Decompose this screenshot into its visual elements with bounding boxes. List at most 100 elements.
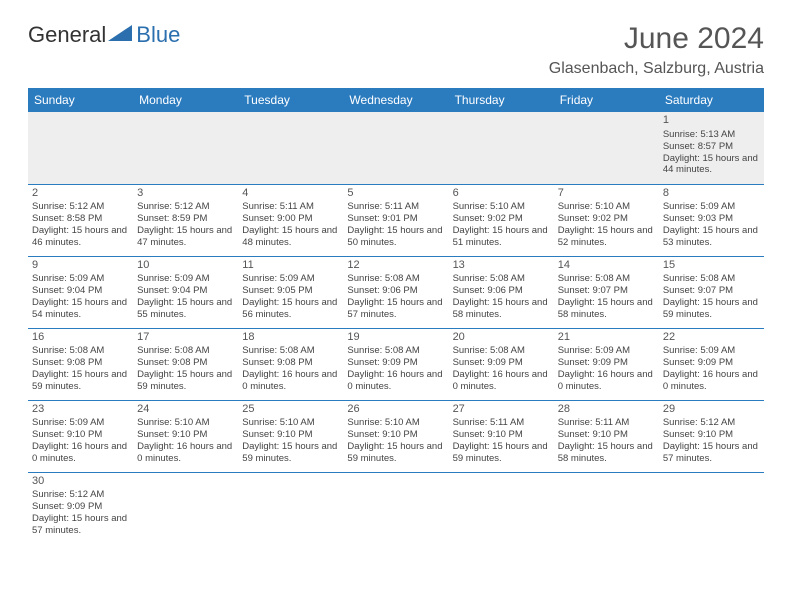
sunset-text: Sunset: 9:10 PM: [558, 429, 655, 441]
daylight-text: Daylight: 15 hours and 59 minutes.: [453, 441, 550, 465]
calendar-day-cell: 3Sunrise: 5:12 AMSunset: 8:59 PMDaylight…: [133, 184, 238, 256]
calendar-day-cell: 22Sunrise: 5:09 AMSunset: 9:09 PMDayligh…: [659, 328, 764, 400]
sunset-text: Sunset: 9:09 PM: [347, 357, 444, 369]
sunrise-text: Sunrise: 5:08 AM: [347, 273, 444, 285]
calendar-day-cell: [133, 112, 238, 184]
daylight-text: Daylight: 16 hours and 0 minutes.: [347, 369, 444, 393]
sunset-text: Sunset: 9:09 PM: [453, 357, 550, 369]
weekday-header: Thursday: [449, 88, 554, 112]
sunrise-text: Sunrise: 5:11 AM: [453, 417, 550, 429]
daylight-text: Daylight: 15 hours and 59 minutes.: [32, 369, 129, 393]
sunset-text: Sunset: 9:00 PM: [242, 213, 339, 225]
daylight-text: Daylight: 15 hours and 48 minutes.: [242, 225, 339, 249]
calendar-day-cell: 2Sunrise: 5:12 AMSunset: 8:58 PMDaylight…: [28, 184, 133, 256]
day-number: 6: [453, 187, 550, 201]
sunrise-text: Sunrise: 5:13 AM: [663, 129, 760, 141]
sunset-text: Sunset: 9:08 PM: [242, 357, 339, 369]
calendar-day-cell: [449, 112, 554, 184]
daylight-text: Daylight: 15 hours and 59 minutes.: [663, 297, 760, 321]
day-number: 28: [558, 403, 655, 417]
daylight-text: Daylight: 15 hours and 58 minutes.: [558, 297, 655, 321]
calendar-day-cell: [343, 112, 448, 184]
day-number: 10: [137, 259, 234, 273]
calendar-day-cell: 11Sunrise: 5:09 AMSunset: 9:05 PMDayligh…: [238, 256, 343, 328]
day-number: 9: [32, 259, 129, 273]
day-number: 23: [32, 403, 129, 417]
calendar-day-cell: 23Sunrise: 5:09 AMSunset: 9:10 PMDayligh…: [28, 400, 133, 472]
sunset-text: Sunset: 9:02 PM: [558, 213, 655, 225]
day-number: 22: [663, 331, 760, 345]
sunset-text: Sunset: 9:02 PM: [453, 213, 550, 225]
calendar-day-cell: 5Sunrise: 5:11 AMSunset: 9:01 PMDaylight…: [343, 184, 448, 256]
sunset-text: Sunset: 9:08 PM: [137, 357, 234, 369]
calendar-day-cell: [554, 472, 659, 544]
weekday-header: Tuesday: [238, 88, 343, 112]
daylight-text: Daylight: 15 hours and 55 minutes.: [137, 297, 234, 321]
sunrise-text: Sunrise: 5:12 AM: [32, 201, 129, 213]
sunrise-text: Sunrise: 5:12 AM: [32, 489, 129, 501]
weekday-header: Friday: [554, 88, 659, 112]
sunset-text: Sunset: 9:07 PM: [558, 285, 655, 297]
sunrise-text: Sunrise: 5:10 AM: [347, 417, 444, 429]
day-number: 17: [137, 331, 234, 345]
day-number: 21: [558, 331, 655, 345]
day-number: 29: [663, 403, 760, 417]
day-number: 8: [663, 187, 760, 201]
weekday-header: Sunday: [28, 88, 133, 112]
sunset-text: Sunset: 8:59 PM: [137, 213, 234, 225]
daylight-text: Daylight: 15 hours and 46 minutes.: [32, 225, 129, 249]
calendar-day-cell: [659, 472, 764, 544]
calendar-week-row: 16Sunrise: 5:08 AMSunset: 9:08 PMDayligh…: [28, 328, 764, 400]
daylight-text: Daylight: 15 hours and 57 minutes.: [347, 297, 444, 321]
location-text: Glasenbach, Salzburg, Austria: [549, 60, 764, 78]
calendar-day-cell: 10Sunrise: 5:09 AMSunset: 9:04 PMDayligh…: [133, 256, 238, 328]
daylight-text: Daylight: 16 hours and 0 minutes.: [663, 369, 760, 393]
day-number: 15: [663, 259, 760, 273]
daylight-text: Daylight: 15 hours and 59 minutes.: [137, 369, 234, 393]
calendar-day-cell: 13Sunrise: 5:08 AMSunset: 9:06 PMDayligh…: [449, 256, 554, 328]
day-number: 13: [453, 259, 550, 273]
sunrise-text: Sunrise: 5:09 AM: [558, 345, 655, 357]
calendar-day-cell: [449, 472, 554, 544]
sunrise-text: Sunrise: 5:11 AM: [558, 417, 655, 429]
calendar-day-cell: 9Sunrise: 5:09 AMSunset: 9:04 PMDaylight…: [28, 256, 133, 328]
daylight-text: Daylight: 15 hours and 56 minutes.: [242, 297, 339, 321]
day-number: 7: [558, 187, 655, 201]
day-number: 11: [242, 259, 339, 273]
calendar-day-cell: 18Sunrise: 5:08 AMSunset: 9:08 PMDayligh…: [238, 328, 343, 400]
sunrise-text: Sunrise: 5:09 AM: [663, 201, 760, 213]
calendar-day-cell: 1Sunrise: 5:13 AMSunset: 8:57 PMDaylight…: [659, 112, 764, 184]
daylight-text: Daylight: 15 hours and 57 minutes.: [32, 513, 129, 537]
sunset-text: Sunset: 9:09 PM: [558, 357, 655, 369]
sunset-text: Sunset: 9:09 PM: [663, 357, 760, 369]
calendar-day-cell: [133, 472, 238, 544]
calendar-day-cell: 12Sunrise: 5:08 AMSunset: 9:06 PMDayligh…: [343, 256, 448, 328]
calendar-day-cell: 19Sunrise: 5:08 AMSunset: 9:09 PMDayligh…: [343, 328, 448, 400]
sunrise-text: Sunrise: 5:08 AM: [663, 273, 760, 285]
daylight-text: Daylight: 15 hours and 50 minutes.: [347, 225, 444, 249]
sunrise-text: Sunrise: 5:08 AM: [32, 345, 129, 357]
sunset-text: Sunset: 9:01 PM: [347, 213, 444, 225]
daylight-text: Daylight: 15 hours and 59 minutes.: [347, 441, 444, 465]
day-number: 4: [242, 187, 339, 201]
daylight-text: Daylight: 15 hours and 51 minutes.: [453, 225, 550, 249]
calendar-week-row: 1Sunrise: 5:13 AMSunset: 8:57 PMDaylight…: [28, 112, 764, 184]
calendar-day-cell: 24Sunrise: 5:10 AMSunset: 9:10 PMDayligh…: [133, 400, 238, 472]
weekday-header: Monday: [133, 88, 238, 112]
sunrise-text: Sunrise: 5:09 AM: [32, 273, 129, 285]
daylight-text: Daylight: 16 hours and 0 minutes.: [558, 369, 655, 393]
day-number: 12: [347, 259, 444, 273]
logo-triangle-icon: [108, 23, 134, 48]
calendar-day-cell: 7Sunrise: 5:10 AMSunset: 9:02 PMDaylight…: [554, 184, 659, 256]
sunrise-text: Sunrise: 5:08 AM: [242, 345, 339, 357]
sunset-text: Sunset: 9:04 PM: [32, 285, 129, 297]
sunrise-text: Sunrise: 5:11 AM: [347, 201, 444, 213]
calendar-day-cell: [238, 472, 343, 544]
calendar-day-cell: 8Sunrise: 5:09 AMSunset: 9:03 PMDaylight…: [659, 184, 764, 256]
sunset-text: Sunset: 9:10 PM: [32, 429, 129, 441]
calendar-day-cell: 4Sunrise: 5:11 AMSunset: 9:00 PMDaylight…: [238, 184, 343, 256]
sunset-text: Sunset: 9:03 PM: [663, 213, 760, 225]
day-number: 19: [347, 331, 444, 345]
calendar-week-row: 9Sunrise: 5:09 AMSunset: 9:04 PM Daylight…: [28, 256, 764, 328]
calendar-day-cell: 14Sunrise: 5:08 AMSunset: 9:07 PMDayligh…: [554, 256, 659, 328]
